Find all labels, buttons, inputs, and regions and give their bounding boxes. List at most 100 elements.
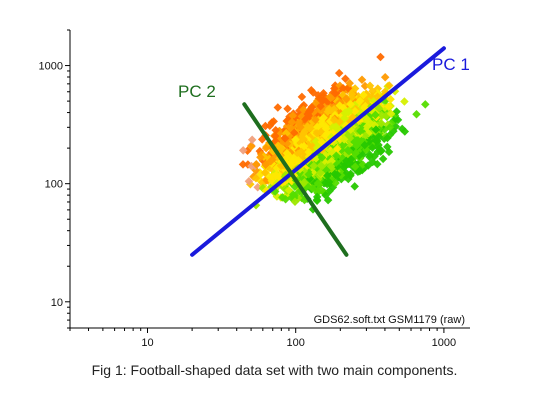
data-point [346, 100, 355, 109]
data-point [323, 171, 332, 180]
data-point [332, 151, 341, 161]
data-point [353, 136, 363, 145]
pc2-label: PC 2 [178, 82, 216, 101]
data-point [316, 168, 325, 178]
data-point [350, 84, 360, 93]
data-point [350, 182, 359, 191]
data-points [238, 52, 430, 214]
y-tick-label: 1000 [39, 61, 63, 73]
data-point [261, 143, 271, 153]
data-point [345, 78, 354, 88]
data-point [321, 191, 330, 200]
figure-caption: Fig 1: Football-shaped data set with two… [91, 362, 458, 378]
data-point [358, 160, 368, 169]
data-point [384, 81, 394, 90]
data-point [290, 128, 299, 137]
data-point [303, 110, 313, 119]
pc1-line [190, 46, 446, 257]
data-point [300, 127, 309, 137]
data-point [341, 74, 350, 83]
data-point [269, 117, 278, 126]
data-point [393, 115, 403, 125]
data-point [326, 162, 336, 171]
data-point [290, 191, 299, 201]
data-point [283, 104, 292, 114]
data-point [280, 134, 290, 143]
data-point [290, 197, 300, 206]
data-point [351, 148, 360, 158]
data-point [344, 106, 354, 116]
data-point [304, 170, 314, 179]
data-point [316, 161, 326, 170]
y-tick-label: 10 [51, 297, 63, 309]
data-point [312, 128, 322, 138]
data-point [384, 102, 394, 111]
data-point [400, 97, 409, 106]
y-tick-label: 100 [45, 179, 63, 191]
data-point [305, 141, 314, 151]
data-point [293, 149, 303, 158]
data-point [321, 124, 331, 133]
x-tick-label: 100 [287, 337, 305, 349]
data-point [307, 102, 317, 112]
data-point [307, 85, 316, 95]
data-point [296, 122, 305, 132]
data-point [366, 118, 375, 128]
data-point [287, 117, 297, 127]
data-point [238, 146, 248, 155]
data-point [321, 178, 330, 188]
data-point [316, 102, 325, 111]
data-point [315, 184, 324, 193]
data-point [347, 89, 357, 99]
data-point [291, 135, 300, 144]
data-point [371, 110, 380, 120]
data-point [333, 144, 342, 154]
data-point [377, 110, 386, 120]
chart-annotation: GDS62.soft.txt GSM1179 (raw) [314, 314, 465, 326]
data-point [260, 168, 270, 178]
data-point [338, 84, 348, 93]
data-point [386, 109, 396, 119]
data-point [238, 160, 248, 169]
data-point [278, 193, 287, 202]
x-tick-label: 1000 [432, 337, 456, 349]
data-point [365, 150, 374, 159]
data-point [385, 122, 395, 132]
data-point [334, 68, 344, 78]
data-point [282, 149, 292, 158]
data-point [341, 94, 351, 103]
data-point [288, 111, 298, 120]
data-point [359, 90, 368, 100]
pc2-line [242, 102, 349, 257]
data-point [374, 140, 383, 150]
data-point [299, 141, 309, 151]
data-point [342, 156, 351, 166]
data-point [377, 119, 386, 128]
data-point [271, 125, 280, 135]
data-point [273, 103, 283, 112]
data-point [297, 135, 307, 144]
data-point [312, 192, 322, 202]
data-point [386, 95, 395, 104]
data-point [374, 132, 383, 141]
data-point [383, 133, 392, 143]
data-point [383, 142, 392, 152]
data-point [256, 153, 265, 162]
data-point [360, 140, 369, 150]
data-point [317, 137, 326, 147]
data-point [373, 147, 383, 157]
data-point [380, 72, 390, 82]
x-tick-label: 10 [141, 337, 153, 349]
data-point [339, 135, 349, 144]
data-point [325, 92, 335, 102]
data-point [330, 84, 339, 93]
data-point [360, 131, 370, 141]
data-point [329, 115, 339, 125]
data-point [368, 86, 377, 96]
data-point [421, 100, 430, 109]
data-point [308, 184, 317, 193]
data-point [376, 52, 385, 62]
data-point [350, 106, 360, 116]
data-point [343, 145, 353, 155]
